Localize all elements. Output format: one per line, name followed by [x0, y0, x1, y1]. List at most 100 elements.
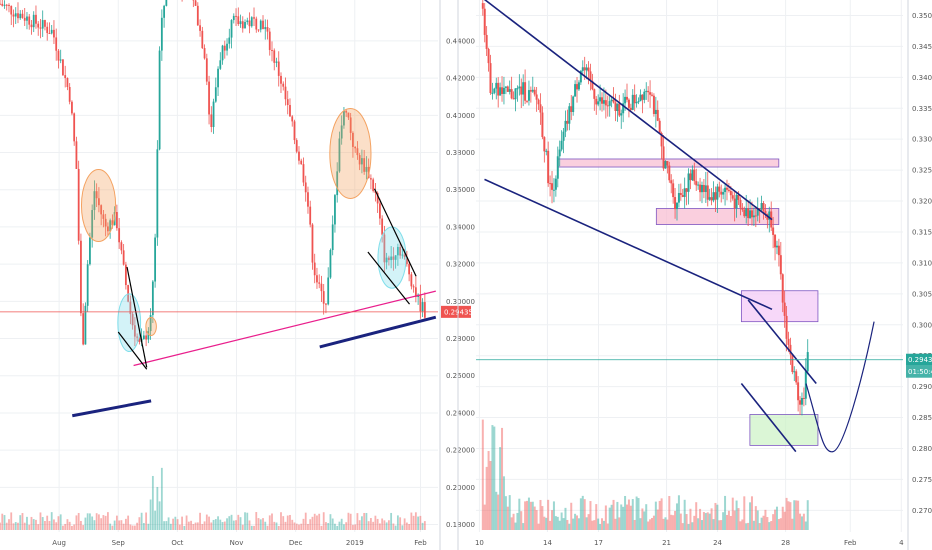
- right-candle-body: [493, 88, 496, 93]
- left-volume-bar: [203, 521, 206, 530]
- right-volume-bar: [566, 519, 569, 530]
- right-candle-body: [545, 150, 548, 152]
- right-candle-body: [491, 92, 494, 94]
- right-candle-body: [547, 150, 550, 184]
- right-volume-bar: [714, 502, 717, 530]
- right-volume-bar: [643, 511, 646, 530]
- left-volume-bar: [176, 519, 179, 530]
- left-candle-body: [118, 228, 121, 243]
- right-volume-bar: [527, 497, 530, 530]
- right-volume-bar: [722, 512, 725, 530]
- left-volume-bar: [122, 523, 125, 530]
- left-volume-bar: [71, 525, 73, 530]
- right-volume-bar: [495, 491, 498, 530]
- right-candle-body: [501, 87, 504, 94]
- left-volume-bar: [273, 521, 276, 530]
- right-volume-bar: [535, 510, 538, 530]
- left-candle-body: [64, 75, 67, 79]
- left-volume-bar: [349, 513, 352, 530]
- right-volume-bar: [487, 451, 490, 530]
- left-candle-body: [84, 305, 87, 345]
- right-candle-body: [564, 120, 567, 132]
- left-volume-bar: [163, 521, 165, 530]
- left-candle-body: [196, 5, 199, 26]
- right-y-tick-label: 0.31000: [912, 259, 932, 267]
- left-candle-body: [199, 25, 201, 31]
- right-candle-body: [629, 107, 632, 110]
- right-volume-bar: [543, 516, 546, 530]
- left-candle-body: [325, 303, 327, 305]
- left-trendline: [126, 266, 148, 368]
- left-x-tick-label: Dec: [289, 539, 303, 547]
- left-candle-body: [381, 218, 384, 235]
- right-volume-bar: [491, 425, 494, 530]
- right-y-tick-label: 0.32000: [912, 198, 932, 206]
- left-candle-body: [363, 158, 366, 172]
- right-price-badge: [906, 353, 932, 366]
- right-candle-body: [785, 315, 788, 339]
- right-candle-body: [572, 96, 575, 113]
- left-candle-body: [320, 283, 323, 292]
- left-volume-bar: [421, 522, 424, 530]
- right-volume-bar: [785, 497, 788, 530]
- right-volume-bar: [664, 517, 667, 530]
- right-volume-bar: [737, 508, 740, 530]
- left-volume-bar: [107, 512, 109, 530]
- right-volume-bar: [754, 506, 757, 530]
- right-volume-bar: [764, 509, 767, 530]
- right-candle-body: [524, 82, 527, 101]
- right-volume-bar: [564, 507, 567, 530]
- right-volume-bar: [645, 504, 648, 530]
- left-candle-body: [39, 27, 42, 29]
- left-volume-bar: [226, 518, 228, 530]
- right-candle-body: [518, 86, 521, 89]
- left-candle-body: [264, 27, 267, 30]
- right-volume-bar: [556, 516, 559, 530]
- left-candle-body: [1, 3, 4, 6]
- right-candle-body: [483, 8, 486, 35]
- right-candle-body: [724, 187, 727, 193]
- right-candle-body: [591, 80, 594, 90]
- left-volume-bar: [293, 522, 296, 530]
- left-candle-body: [376, 192, 379, 204]
- right-candle-body: [495, 82, 498, 89]
- left-volume-bar: [246, 512, 249, 530]
- left-candle-body: [405, 256, 408, 265]
- left-candle-body: [48, 33, 51, 35]
- right-candle-body: [733, 198, 736, 209]
- left-candle-body: [221, 45, 224, 61]
- left-candle-body: [340, 125, 343, 139]
- left-candle-body: [354, 146, 357, 149]
- right-candle-body: [654, 109, 657, 115]
- left-volume-bar: [129, 524, 132, 530]
- left-volume-bar: [345, 522, 348, 530]
- right-volume-bar: [624, 495, 627, 530]
- right-candle-body: [699, 184, 702, 193]
- right-volume-bar: [768, 522, 771, 530]
- left-candle-body: [372, 179, 375, 191]
- right-candle-body: [668, 165, 671, 181]
- left-candle-body: [239, 21, 242, 25]
- right-candle-body: [658, 120, 661, 134]
- left-volume-bar: [302, 518, 305, 530]
- right-volume-bar: [685, 514, 688, 530]
- left-volume-bar: [320, 525, 323, 530]
- left-volume-bar: [423, 521, 426, 530]
- left-candle-body: [82, 313, 85, 345]
- right-volume-bar: [660, 498, 663, 530]
- right-volume-bar: [504, 496, 507, 530]
- left-volume-bar: [316, 515, 318, 530]
- right-candle-body: [562, 131, 565, 141]
- right-volume-bar: [718, 520, 721, 530]
- left-volume-bar: [151, 475, 154, 530]
- left-volume-bar: [178, 524, 181, 530]
- right-candle-body: [681, 194, 684, 197]
- left-volume-bar: [414, 512, 417, 530]
- left-candle-body: [356, 148, 359, 156]
- left-candle-body: [32, 14, 35, 28]
- left-volume-bar: [145, 512, 148, 530]
- left-candle-body: [147, 331, 150, 340]
- left-candle-body: [345, 110, 348, 113]
- axis-layer: Aug Sep Oct Nov Dec 2019 Feb 0.44000 0.42000 0.40…: [52, 0, 932, 550]
- left-candle-body: [300, 160, 303, 165]
